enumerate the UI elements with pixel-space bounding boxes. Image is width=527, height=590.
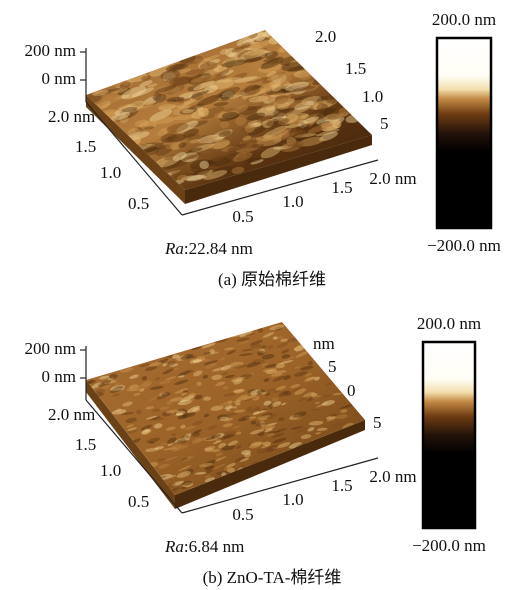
texture-blob	[342, 438, 357, 446]
back-tick-label: 5	[380, 114, 389, 133]
front-tick-label: 2.0 nm	[369, 467, 416, 486]
left-tick-label: 0.5	[128, 492, 149, 511]
colorbar-max: 200.0 nm	[417, 314, 481, 333]
left-tick-label: 1.0	[100, 461, 121, 480]
colorbar-min: −200.0 nm	[427, 236, 501, 255]
caption: (a) 原始棉纤维	[218, 270, 326, 289]
back-tick-label: 0	[347, 381, 356, 400]
front-tick-label: 1.5	[331, 178, 352, 197]
front-tick-label: 0.5	[232, 207, 253, 226]
left-tick-label: 1.0	[100, 163, 121, 182]
front-tick-label: 1.0	[282, 490, 303, 509]
z-tick-label: 0 nm	[42, 69, 76, 88]
texture-blob	[357, 435, 369, 440]
texture-blob	[347, 438, 357, 443]
left-tick-label: 1.5	[75, 137, 96, 156]
surface-texture	[80, 30, 364, 186]
afm-panel: 200 nm0 nm2.0 nm1.51.00.50.51.01.52.0 nm…	[25, 10, 501, 289]
ra-symbol: Ra	[164, 239, 184, 258]
z-tick-label: 0 nm	[42, 367, 76, 386]
z-tick-label: 200 nm	[25, 41, 76, 60]
left-tick-label: 2.0 nm	[48, 107, 95, 126]
ra-value: :22.84 nm	[184, 239, 253, 258]
roughness-label: Ra:6.84 nm	[164, 537, 244, 556]
front-tick-label: 1.5	[331, 476, 352, 495]
figure: 200 nm0 nm2.0 nm1.51.00.50.51.01.52.0 nm…	[0, 0, 527, 590]
colorbar	[423, 342, 475, 528]
front-tick-label: 0.5	[232, 505, 253, 524]
colorbar-min: −200.0 nm	[412, 536, 486, 555]
roughness-label: Ra:22.84 nm	[164, 239, 253, 258]
front-tick-label: 2.0 nm	[369, 169, 416, 188]
z-tick-label: 200 nm	[25, 339, 76, 358]
left-tick-label: 1.5	[75, 435, 96, 454]
ra-symbol: Ra	[164, 537, 184, 556]
caption: (b) ZnO-TA-棉纤维	[203, 568, 342, 587]
colorbar	[437, 38, 491, 228]
back-tick-label: nm	[313, 334, 335, 353]
back-tick-label: 5	[373, 413, 382, 432]
afm-panel: 200 nm0 nm2.0 nm1.51.00.50.51.01.52.0 nm…	[25, 314, 486, 587]
front-tick-label: 1.0	[282, 192, 303, 211]
back-tick-label: 1.0	[362, 87, 383, 106]
left-tick-label: 0.5	[128, 194, 149, 213]
ra-value: :6.84 nm	[184, 537, 244, 556]
back-tick-label: 2.0	[315, 27, 336, 46]
left-tick-label: 2.0 nm	[48, 405, 95, 424]
back-tick-label: 1.5	[345, 59, 366, 78]
colorbar-max: 200.0 nm	[432, 10, 496, 29]
back-tick-label: 5	[328, 357, 337, 376]
